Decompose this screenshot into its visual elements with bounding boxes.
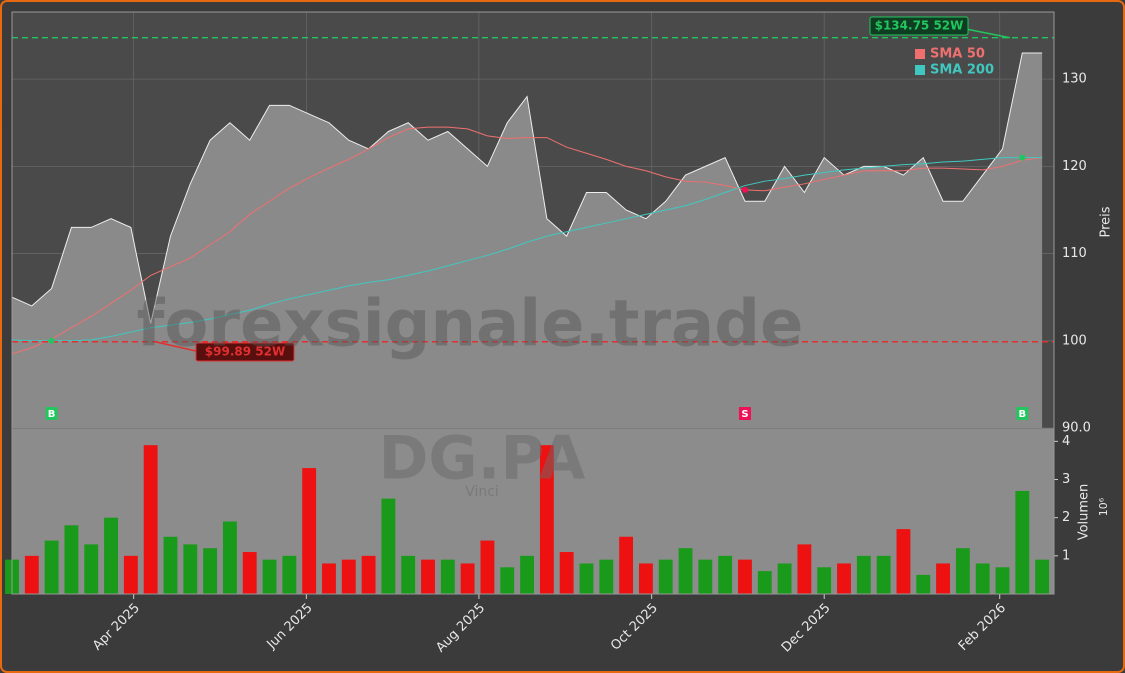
annotation-label: $99.89 52W: [205, 345, 285, 359]
volume-bar: [520, 555, 534, 594]
volume-bar: [995, 567, 1010, 594]
volume-tick-label: 1: [1062, 548, 1070, 563]
signal-label: B: [48, 409, 56, 420]
annotation-arrow: [965, 28, 1011, 39]
volume-bar: [222, 521, 237, 594]
volume-bar: [341, 559, 356, 594]
volume-bar: [163, 536, 178, 594]
legend-label: SMA 50: [930, 47, 985, 62]
volume-tick-label: 4: [1062, 434, 1070, 449]
sma-line: [11, 126, 1043, 355]
volume-bar: [500, 567, 515, 594]
legend-swatch: [915, 65, 925, 75]
company-watermark: Vinci: [465, 484, 499, 500]
volume-bar: [876, 555, 891, 594]
y-tick-label: 110: [1062, 246, 1087, 261]
signal-label: B: [1018, 409, 1026, 420]
watermark: forexsignale.trade: [137, 288, 804, 362]
price-line: [11, 52, 1043, 324]
volume-bar: [718, 555, 733, 594]
signal-marker: [738, 407, 751, 420]
volume-bar: [123, 555, 138, 594]
y-tick-label: 90.0: [1062, 421, 1091, 436]
symbol-watermark: DG.PA: [379, 424, 586, 494]
volume-scale: 10⁶: [1097, 497, 1110, 516]
volume-bar: [460, 563, 475, 594]
legend-swatch: [915, 49, 925, 59]
volume-bar: [698, 559, 713, 594]
volume-bar: [262, 559, 277, 594]
volume-bar: [322, 563, 336, 594]
volume-bar: [777, 563, 792, 594]
legend-label: SMA 200: [930, 63, 994, 78]
volume-bar: [401, 555, 416, 594]
volume-bar: [936, 563, 950, 594]
volume-bar: [282, 555, 297, 594]
plot-border: [11, 11, 1055, 595]
volume-bar: [203, 548, 218, 594]
volume-bar: [638, 563, 653, 594]
volume-bar: [1035, 559, 1050, 594]
volume-bar: [242, 552, 257, 594]
volume-bar: [480, 540, 495, 594]
sma-line: [11, 157, 1043, 342]
volume-bar: [104, 517, 118, 594]
volume-tick-label: 3: [1062, 472, 1070, 487]
volume-bar: [440, 559, 455, 594]
volume-bar: [975, 563, 990, 594]
volume-bar: [559, 552, 574, 594]
volume-bar: [84, 544, 99, 594]
volume-bar: [183, 544, 198, 594]
signal-marker: [1016, 407, 1029, 420]
volume-bar: [381, 498, 396, 594]
volume-bar: [678, 548, 693, 594]
volume-bar: [44, 540, 59, 594]
volume-bar: [599, 559, 614, 594]
volume-bar: [24, 555, 39, 594]
y-axis-label: Preis: [1099, 206, 1114, 237]
volume-bar: [896, 529, 911, 594]
annotation-label: $134.75 52W: [875, 19, 964, 33]
y-tick-label: 100: [1062, 333, 1087, 348]
annotation-box: [195, 342, 295, 362]
volume-bar: [757, 571, 772, 594]
volume-bar: [1015, 490, 1030, 594]
price-area: [12, 52, 1043, 429]
volume-bar: [797, 544, 812, 594]
volume-bar: [658, 559, 673, 594]
volume-bar: [837, 563, 851, 594]
volume-bar: [955, 548, 970, 594]
signal-dot: [1019, 154, 1026, 161]
volume-bar: [302, 468, 317, 594]
y-tick-label: 130: [1062, 72, 1087, 87]
volume-bar: [817, 567, 832, 594]
signal-dot: [741, 186, 748, 193]
volume-bar: [361, 555, 376, 594]
volume-axis-label: Volumen: [1077, 484, 1092, 541]
volume-bar: [916, 574, 931, 594]
volume-bar: [64, 525, 79, 594]
signal-marker: [45, 407, 58, 420]
volume-bar: [738, 559, 752, 594]
volume-bar: [539, 445, 554, 594]
signal-dot: [48, 337, 55, 344]
volume-tick-label: 2: [1062, 510, 1070, 525]
y-tick-label: 120: [1062, 159, 1087, 174]
volume-bar: [421, 559, 435, 594]
volume-bar: [619, 536, 634, 594]
volume-bar: [579, 563, 594, 594]
annotation-arrow: [154, 341, 197, 352]
signal-label: S: [741, 409, 748, 420]
volume-bar: [143, 445, 158, 594]
volume-bar: [856, 555, 871, 594]
annotation-box: [869, 16, 969, 36]
